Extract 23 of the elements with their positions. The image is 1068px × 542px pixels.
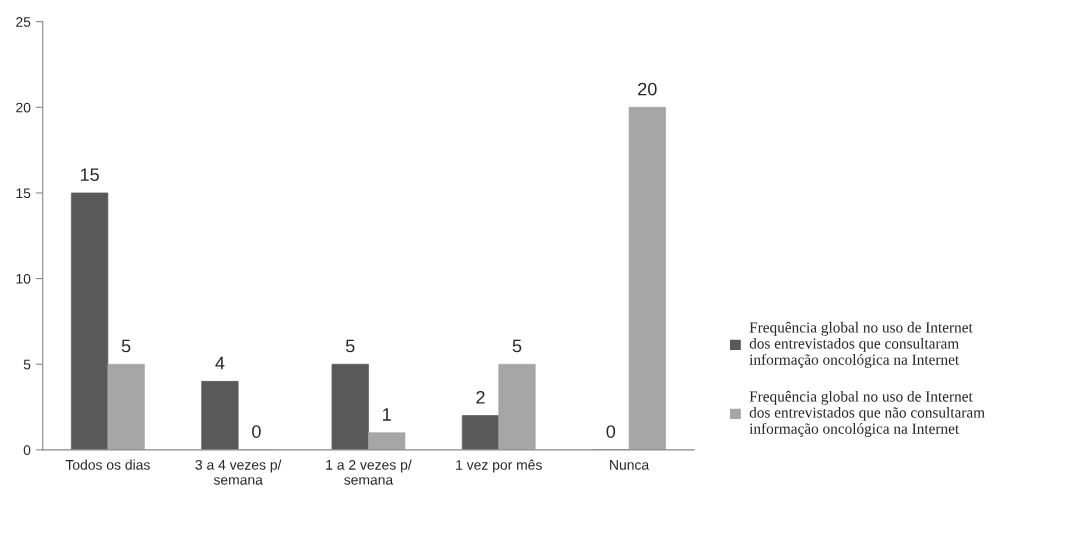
- y-tick-label: 5: [23, 359, 31, 370]
- x-tick-label: Nunca: [610, 460, 650, 470]
- data-label: 5: [121, 339, 131, 353]
- data-label: 20: [638, 82, 657, 96]
- x-tick-label: 3 a 4 vezes p/ semana: [195, 459, 282, 485]
- y-tick-label: 15: [16, 188, 31, 199]
- data-label: 0: [252, 425, 261, 438]
- x-tick-label: Todos os dias: [65, 459, 150, 470]
- legend-label: Frequência global no uso de Internet dos entrevistados que não consultaram informação oncológica na Internet: [749, 390, 985, 437]
- data-label: 0: [606, 425, 616, 438]
- legend-label: Frequência global no uso de Internet dos entrevistados que consultaram informação oncológica na Internet: [749, 321, 973, 368]
- data-label: 5: [345, 339, 355, 353]
- x-tick-label: 1 a 2 vezes p/ semana: [326, 459, 412, 485]
- x-tick-label: 1 vez por mês: [456, 459, 542, 473]
- y-tick-label: 25: [16, 17, 31, 27]
- y-tick-label: 10: [16, 273, 31, 284]
- y-tick-label: 0: [23, 445, 31, 456]
- data-label: 4: [215, 356, 225, 370]
- y-tick-label: 20: [16, 102, 31, 113]
- data-label: 15: [80, 168, 99, 182]
- data-label: 2: [476, 390, 485, 404]
- data-label: 1: [383, 408, 391, 421]
- data-label: 5: [512, 339, 522, 353]
